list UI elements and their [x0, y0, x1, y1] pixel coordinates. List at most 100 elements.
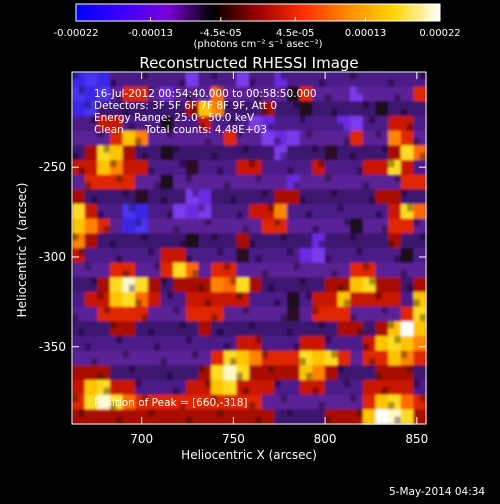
heatmap-cell	[90, 358, 98, 366]
heatmap-cell	[249, 116, 263, 132]
heatmap-cell	[72, 204, 86, 220]
heatmap-cell	[400, 218, 414, 234]
heatmap-cell	[261, 108, 268, 116]
heatmap-cell	[274, 248, 288, 264]
heatmap-cell	[350, 277, 364, 293]
heatmap-cell	[154, 182, 161, 190]
heatmap-cell	[135, 299, 142, 307]
heatmap-cell	[166, 211, 174, 219]
heatmap-cell	[236, 86, 250, 102]
heatmap-cell	[223, 409, 237, 425]
heatmap-cell	[109, 321, 117, 329]
heatmap-cell	[160, 358, 167, 366]
heatmap-cell	[160, 321, 174, 337]
heatmap-cell	[299, 409, 313, 425]
heatmap-cell	[362, 130, 377, 146]
heatmap-cell	[211, 292, 225, 308]
heatmap-cell	[261, 189, 268, 197]
heatmap-cell	[84, 380, 98, 396]
heatmap-cell	[97, 321, 111, 337]
heatmap-cell	[236, 321, 250, 337]
heatmap-cell	[305, 292, 313, 300]
heatmap-cell	[84, 182, 91, 190]
heatmap-cell	[312, 204, 326, 220]
heatmap-cell	[362, 86, 377, 102]
heatmap-cell	[362, 306, 377, 322]
heatmap-cell	[204, 138, 212, 146]
heatmap-cell	[286, 365, 301, 381]
heatmap-cell	[173, 387, 180, 395]
heatmap-cell	[419, 152, 426, 160]
heatmap-cell	[109, 101, 124, 117]
heatmap-cell	[413, 350, 427, 366]
heatmap-cell	[84, 145, 98, 161]
heatmap-cell	[211, 262, 225, 278]
heatmap-cell	[147, 292, 162, 308]
heatmap-cell	[211, 336, 225, 352]
heatmap-cell	[407, 204, 414, 212]
heatmap-cell	[350, 350, 364, 366]
heatmap-cell	[185, 365, 200, 381]
heatmap-cell	[286, 130, 301, 146]
heatmap-cell	[413, 101, 427, 117]
heatmap-cell	[147, 72, 162, 88]
heatmap-cell	[337, 204, 344, 212]
heatmap-cell	[312, 130, 326, 146]
heatmap-cell	[122, 306, 136, 322]
heatmap-cell	[109, 402, 117, 410]
heatmap-cell	[173, 277, 187, 293]
heatmap-cell	[147, 350, 162, 366]
heatmap-cell	[211, 174, 225, 190]
heatmap-cell	[198, 306, 212, 322]
heatmap-cell	[185, 255, 193, 263]
heatmap-cell	[261, 350, 268, 358]
heatmap-cell	[312, 365, 326, 381]
heatmap-cell	[274, 174, 288, 190]
heatmap-cell	[185, 116, 200, 132]
x-tick-label: 800	[314, 432, 337, 446]
heatmap-cell	[362, 262, 370, 270]
heatmap-cell	[400, 130, 414, 146]
heatmap-cell	[109, 277, 124, 293]
heatmap-cell	[337, 86, 351, 102]
heatmap-cell	[286, 204, 301, 220]
heatmap-cell	[255, 336, 262, 344]
heatmap-cell	[375, 394, 389, 410]
heatmap-cell	[255, 255, 262, 263]
heatmap-cell	[198, 72, 212, 88]
heatmap-cell	[122, 350, 129, 358]
heatmap-cell	[413, 277, 427, 293]
heatmap-cell	[122, 380, 136, 396]
heatmap-cell	[160, 72, 174, 88]
heatmap-cell	[147, 248, 155, 256]
heatmap-cell	[280, 152, 287, 160]
heatmap-cell	[223, 218, 237, 234]
heatmap-cell	[223, 394, 237, 410]
heatmap-cell	[274, 262, 288, 278]
heatmap-cell	[236, 262, 250, 278]
heatmap-cell	[236, 409, 250, 425]
heatmap-cell	[343, 138, 351, 146]
heatmap-cell	[223, 262, 231, 270]
heatmap-cell	[261, 86, 275, 102]
heatmap-cell	[375, 262, 389, 278]
heatmap-cell	[173, 145, 180, 153]
heatmap-cell	[160, 101, 174, 117]
heatmap-cell	[147, 130, 162, 146]
heatmap-cell	[369, 116, 376, 124]
heatmap-cell	[179, 79, 186, 87]
heatmap-cell	[413, 299, 420, 307]
heatmap-cell	[286, 116, 301, 132]
heatmap-cell	[160, 218, 174, 234]
heatmap-cell	[84, 233, 98, 249]
heatmap-cell	[356, 409, 363, 417]
heatmap-cell	[375, 409, 389, 425]
heatmap-cell	[185, 174, 193, 182]
heatmap-cell	[147, 380, 162, 396]
heatmap-cell	[356, 86, 363, 94]
heatmap-cell	[223, 380, 237, 396]
heatmap-cell	[135, 189, 149, 205]
heatmap-cell	[185, 306, 200, 322]
heatmap-cell	[109, 350, 124, 366]
heatmap-cell	[312, 226, 319, 234]
